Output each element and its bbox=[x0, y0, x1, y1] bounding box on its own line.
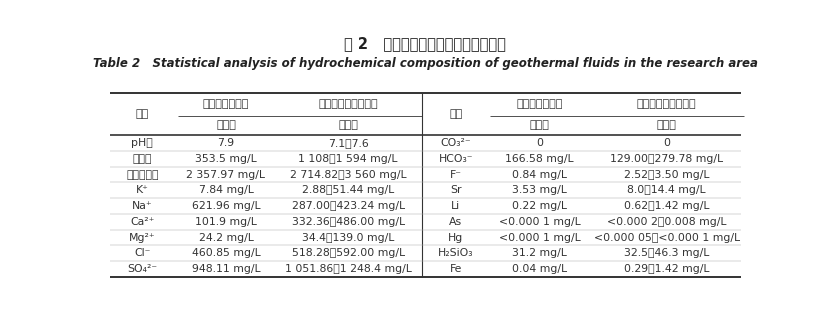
Text: Li: Li bbox=[452, 201, 461, 211]
Text: 32.5～46.3 mg/L: 32.5～46.3 mg/L bbox=[624, 248, 710, 258]
Text: 古生界碳酸盐岩热储: 古生界碳酸盐岩热储 bbox=[637, 99, 696, 109]
Text: 8.0～14.4 mg/L: 8.0～14.4 mg/L bbox=[627, 185, 706, 195]
Text: Fe: Fe bbox=[450, 264, 462, 274]
Text: Hg: Hg bbox=[448, 233, 463, 242]
Text: <0.000 05～<0.000 1 mg/L: <0.000 05～<0.000 1 mg/L bbox=[593, 233, 740, 242]
Text: 460.85 mg/L: 460.85 mg/L bbox=[192, 248, 261, 258]
Text: 项目: 项目 bbox=[449, 109, 462, 119]
Text: 新生界砂岩热储: 新生界砂岩热储 bbox=[203, 99, 249, 109]
Text: Na⁺: Na⁺ bbox=[132, 201, 153, 211]
Text: 34.4～139.0 mg/L: 34.4～139.0 mg/L bbox=[302, 233, 394, 242]
Text: 0.04 mg/L: 0.04 mg/L bbox=[512, 264, 567, 274]
Text: 7.9: 7.9 bbox=[217, 138, 235, 148]
Text: <0.000 1 mg/L: <0.000 1 mg/L bbox=[499, 217, 580, 227]
Text: <0.000 2～0.008 mg/L: <0.000 2～0.008 mg/L bbox=[607, 217, 726, 227]
Text: 2 714.82～3 560 mg/L: 2 714.82～3 560 mg/L bbox=[290, 170, 407, 179]
Text: 2.52～3.50 mg/L: 2.52～3.50 mg/L bbox=[624, 170, 710, 179]
Text: Mg²⁺: Mg²⁺ bbox=[129, 233, 156, 242]
Text: 24.2 mg/L: 24.2 mg/L bbox=[198, 233, 253, 242]
Text: Ca²⁺: Ca²⁺ bbox=[130, 217, 154, 227]
Text: 溶解总固体: 溶解总固体 bbox=[126, 170, 159, 179]
Text: 表 2   研究区地热流体水化学成分统计: 表 2 研究区地热流体水化学成分统计 bbox=[344, 37, 506, 52]
Text: 31.2 mg/L: 31.2 mg/L bbox=[512, 248, 567, 258]
Text: HCO₃⁻: HCO₃⁻ bbox=[439, 154, 473, 164]
Text: 新生界砂岩热储: 新生界砂岩热储 bbox=[516, 99, 563, 109]
Text: SO₄²⁻: SO₄²⁻ bbox=[127, 264, 158, 274]
Text: 0.22 mg/L: 0.22 mg/L bbox=[512, 201, 567, 211]
Text: 0.29～1.42 mg/L: 0.29～1.42 mg/L bbox=[624, 264, 710, 274]
Text: <0.000 1 mg/L: <0.000 1 mg/L bbox=[499, 233, 580, 242]
Text: CO₃²⁻: CO₃²⁻ bbox=[441, 138, 471, 148]
Text: 7.1～7.6: 7.1～7.6 bbox=[328, 138, 369, 148]
Text: H₂SiO₃: H₂SiO₃ bbox=[438, 248, 474, 258]
Text: 范围值: 范围值 bbox=[216, 120, 236, 131]
Text: K⁺: K⁺ bbox=[136, 185, 149, 195]
Text: Table 2   Statistical analysis of hydrochemical composition of geothermal fluids: Table 2 Statistical analysis of hydroche… bbox=[93, 57, 758, 70]
Text: 范围值: 范围值 bbox=[339, 120, 358, 131]
Text: 古生界碳酸盐岩热储: 古生界碳酸盐岩热储 bbox=[319, 99, 378, 109]
Text: 项目: 项目 bbox=[136, 109, 149, 119]
Text: 353.5 mg/L: 353.5 mg/L bbox=[195, 154, 256, 164]
Text: 范围值: 范围值 bbox=[657, 120, 676, 131]
Text: 1 051.86～1 248.4 mg/L: 1 051.86～1 248.4 mg/L bbox=[285, 264, 412, 274]
Text: 0: 0 bbox=[663, 138, 670, 148]
Text: pH值: pH值 bbox=[131, 138, 154, 148]
Text: 621.96 mg/L: 621.96 mg/L bbox=[192, 201, 261, 211]
Text: 287.00～423.24 mg/L: 287.00～423.24 mg/L bbox=[291, 201, 405, 211]
Text: 总硬度: 总硬度 bbox=[133, 154, 152, 164]
Text: 518.28～592.00 mg/L: 518.28～592.00 mg/L bbox=[291, 248, 405, 258]
Text: 332.36～486.00 mg/L: 332.36～486.00 mg/L bbox=[291, 217, 405, 227]
Text: 0.62～1.42 mg/L: 0.62～1.42 mg/L bbox=[624, 201, 710, 211]
Text: 948.11 mg/L: 948.11 mg/L bbox=[192, 264, 261, 274]
Text: 0: 0 bbox=[536, 138, 543, 148]
Text: 166.58 mg/L: 166.58 mg/L bbox=[505, 154, 574, 164]
Text: 3.53 mg/L: 3.53 mg/L bbox=[512, 185, 567, 195]
Text: 2.88～51.44 mg/L: 2.88～51.44 mg/L bbox=[302, 185, 394, 195]
Text: 2 357.97 mg/L: 2 357.97 mg/L bbox=[187, 170, 266, 179]
Text: 0.84 mg/L: 0.84 mg/L bbox=[512, 170, 567, 179]
Text: 7.84 mg/L: 7.84 mg/L bbox=[198, 185, 253, 195]
Text: Cl⁻: Cl⁻ bbox=[134, 248, 150, 258]
Text: As: As bbox=[449, 217, 462, 227]
Text: 1 108～1 594 mg/L: 1 108～1 594 mg/L bbox=[299, 154, 398, 164]
Text: 范围值: 范围值 bbox=[530, 120, 549, 131]
Text: 101.9 mg/L: 101.9 mg/L bbox=[195, 217, 257, 227]
Text: Sr: Sr bbox=[450, 185, 461, 195]
Text: 129.00～279.78 mg/L: 129.00～279.78 mg/L bbox=[610, 154, 723, 164]
Text: F⁻: F⁻ bbox=[450, 170, 462, 179]
